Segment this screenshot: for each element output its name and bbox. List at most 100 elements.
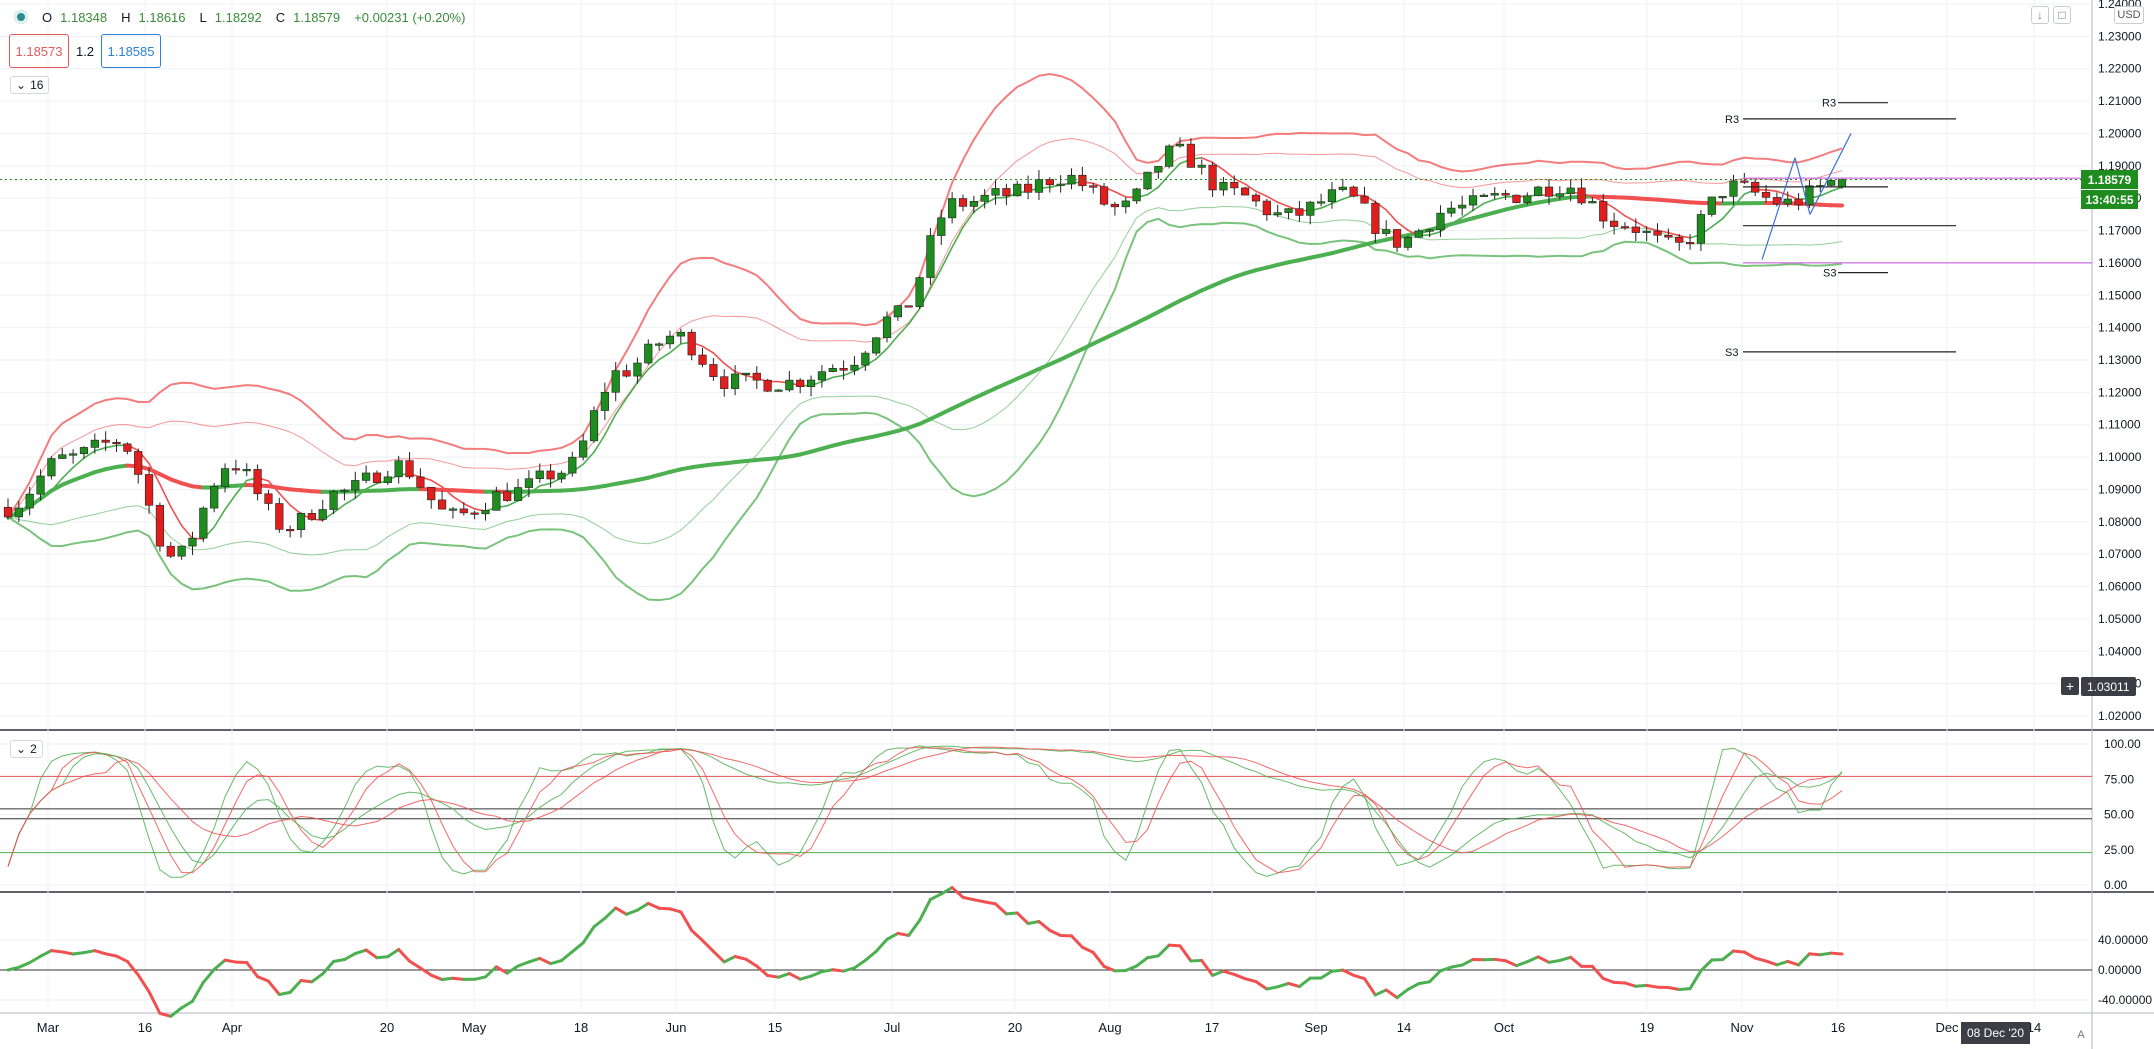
momentum-line — [570, 941, 585, 954]
momentum-line — [364, 948, 379, 960]
fast-moving-average — [1276, 201, 1290, 208]
fast-moving-average — [886, 334, 899, 350]
main-pane[interactable]: R3 R3 S3 S3 — [0, 72, 2092, 602]
fast-moving-average — [72, 457, 85, 469]
candle — [427, 486, 436, 501]
fast-moving-average — [94, 446, 107, 452]
candle — [611, 370, 620, 393]
candle — [1327, 189, 1337, 203]
momentum-line — [1569, 955, 1584, 968]
candle — [134, 451, 143, 475]
currency-label[interactable]: USD — [2114, 6, 2144, 24]
momentum-line — [1037, 920, 1052, 932]
fast-moving-average — [962, 211, 975, 228]
crosshair-price-badge: 1.03011 — [2081, 677, 2136, 696]
momentum-line — [918, 897, 932, 923]
buy-button[interactable]: 1.18585 — [101, 34, 161, 68]
momentum-line — [1287, 981, 1301, 989]
open-value: 1.18348 — [60, 9, 108, 25]
axes: Mar 16 Apr 20 May 18 Jun 15 Jul 20 Aug 17 Sep 14 Oct 19… — [37, 0, 2153, 1035]
candle — [1468, 195, 1478, 206]
candle — [546, 470, 555, 480]
oscillator-pane[interactable] — [0, 745, 2092, 878]
price-label: 1.13000 — [2098, 353, 2142, 367]
chevron-down-icon: ⌄ — [16, 742, 27, 756]
candle — [698, 354, 707, 365]
candle — [1588, 201, 1597, 204]
fast-moving-average — [951, 226, 964, 249]
fast-moving-average — [1710, 217, 1724, 228]
oscillator-indicators-toggle[interactable]: ⌄ 2 — [10, 740, 43, 758]
auto-scale-button[interactable]: A — [2077, 1029, 2085, 1041]
momentum-line — [93, 949, 108, 956]
sell-button[interactable]: 1.18573 — [9, 34, 69, 68]
candle — [1479, 194, 1488, 197]
momentum-line — [277, 990, 292, 996]
candle — [307, 513, 316, 520]
time-label: Mar — [37, 1020, 60, 1035]
candle — [1447, 207, 1456, 214]
plus-icon[interactable]: + — [2061, 677, 2079, 695]
fast-moving-average — [1819, 190, 1832, 197]
fast-moving-average — [1146, 186, 1160, 196]
candle — [568, 456, 577, 474]
candle — [806, 379, 816, 387]
maximize-icon[interactable]: □ — [2053, 6, 2071, 24]
momentum-line — [1797, 952, 1811, 967]
candle — [676, 331, 685, 337]
r3-lower-label: R3 — [1822, 98, 1836, 110]
long-moving-average — [1188, 288, 1204, 298]
momentum-line — [1297, 976, 1312, 989]
candle — [177, 545, 186, 557]
time-label: 16 — [1831, 1020, 1845, 1035]
candle — [991, 188, 1000, 196]
crosshair-date-badge: 08 Dec '20 — [1961, 1022, 2030, 1044]
momentum-pane[interactable] — [0, 886, 2092, 1018]
momentum-line — [1623, 981, 1638, 988]
time-label: 20 — [380, 1020, 394, 1035]
candle — [155, 504, 165, 547]
candle — [1512, 194, 1521, 203]
symbol-status-icon[interactable] — [14, 10, 28, 24]
main-indicators-toggle[interactable]: ⌄ 16 — [10, 76, 50, 94]
candle — [1534, 186, 1543, 197]
candle — [1045, 179, 1054, 186]
fast-moving-average — [1255, 190, 1268, 198]
momentum-line — [1612, 980, 1627, 985]
momentum-line — [766, 973, 780, 979]
oscillator-line — [7, 745, 1843, 878]
fast-moving-average — [593, 433, 606, 453]
candle — [1382, 229, 1391, 234]
candle — [383, 476, 392, 483]
candle — [1425, 229, 1434, 232]
momentum-line — [744, 957, 759, 968]
momentum-line — [1699, 958, 1714, 973]
oscillator-label: 100.00 — [2104, 737, 2141, 751]
candle — [1230, 181, 1239, 189]
fast-moving-average — [1266, 195, 1279, 204]
fast-moving-average — [614, 397, 628, 416]
candle — [1740, 180, 1749, 183]
candle — [1490, 193, 1499, 196]
arrow-down-icon[interactable]: ↓ — [2031, 6, 2049, 24]
momentum-line — [190, 980, 205, 1003]
candle — [904, 305, 913, 308]
candle — [893, 305, 902, 318]
fast-moving-average — [1678, 234, 1691, 239]
fast-moving-average — [1776, 190, 1789, 196]
candle — [1458, 204, 1467, 209]
candle — [296, 513, 306, 530]
momentum-line — [1015, 911, 1030, 926]
momentum-line — [82, 949, 97, 955]
momentum-line — [429, 973, 444, 982]
momentum-line — [646, 901, 661, 910]
candle — [448, 508, 458, 511]
fast-moving-average — [1635, 220, 1648, 229]
fast-moving-average — [636, 368, 650, 384]
momentum-line — [852, 958, 867, 970]
fast-moving-average — [528, 485, 541, 495]
candle — [166, 545, 175, 557]
long-moving-average — [1167, 298, 1183, 309]
